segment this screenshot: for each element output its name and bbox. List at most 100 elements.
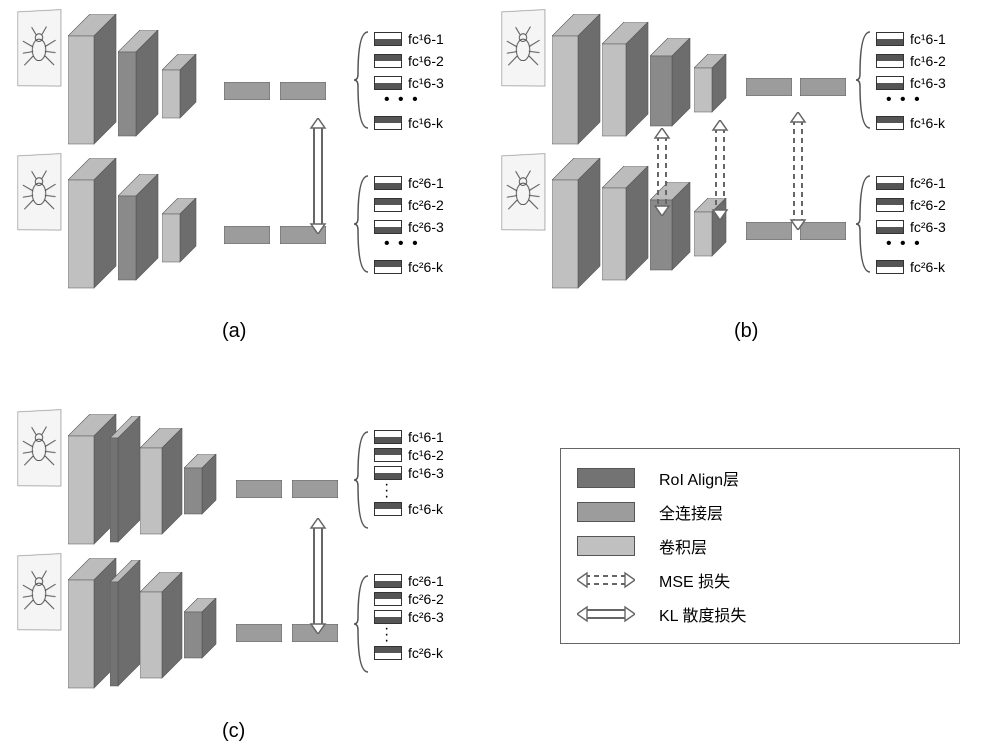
input-image [501,9,546,141]
panel-b: fc¹6-1fc¹6-2fc¹6-3• • •fc¹6-kfc²6-1fc²6-… [498,10,988,340]
fc-swatch [374,430,402,444]
kl-loss-arrow [309,118,327,234]
legend-label: KL 散度损失 [659,602,746,626]
nn-block [118,30,160,138]
legend-swatch [577,536,635,556]
fc-label: fc¹6-k [408,115,443,131]
legend-label: MSE 损失 [659,568,730,592]
legend-item: RoI Align层 [577,461,943,495]
ellipsis: ··· [374,626,444,644]
fc-label: fc²6-k [408,259,443,275]
nn-block [224,82,270,100]
fc-label: fc¹6-2 [408,447,444,463]
fc-label: fc¹6-3 [408,465,444,481]
fc-swatch [374,448,402,462]
nn-block [552,14,602,146]
nn-block [552,158,602,290]
nn-block [650,38,692,128]
fc-swatch [374,116,402,130]
ellipsis: • • • [876,238,946,256]
fc-output-item: fc²6-k [374,256,444,278]
nn-block [694,54,728,114]
nn-block [68,158,118,290]
fc-label: fc²6-2 [408,591,444,607]
fc-output-list: fc²6-1fc²6-2fc²6-3···fc²6-k [374,572,444,662]
bracket [354,430,370,530]
fc-label: fc¹6-1 [408,429,444,445]
nn-block [800,78,846,96]
input-image [501,153,546,285]
bracket [354,30,370,130]
fc-output-item: fc²6-2 [374,194,444,216]
fc-swatch [374,646,402,660]
fc-label: fc²6-3 [910,219,946,235]
fc-output-list: fc¹6-1 fc¹6-2 fc¹6-3···fc¹6-k [374,428,444,518]
nn-block [68,14,118,146]
ellipsis: • • • [876,94,946,112]
fc-label: fc¹6-3 [910,75,946,91]
fc-swatch [876,76,904,90]
fc-label: fc²6-3 [408,219,444,235]
fc-label: fc²6-2 [910,197,946,213]
nn-block [140,428,184,536]
nn-block [236,624,282,642]
legend-kl-arrow [577,603,635,625]
fc-label: fc²6-k [910,259,945,275]
ellipsis: ··· [374,482,444,500]
nn-block [280,82,326,100]
bracket [856,174,872,274]
fc-output-item: fc¹6-2 [374,50,444,72]
fc-output-item: fc²6-1 [876,172,946,194]
fc-swatch [374,220,402,234]
fc-output-list: fc²6-1fc²6-2fc²6-3• • •fc²6-k [374,172,444,278]
fc-output-item: fc¹6-2 [374,446,444,464]
fc-swatch [374,76,402,90]
legend-label: RoI Align层 [659,466,739,490]
nn-block [292,480,338,498]
fc-label: fc²6-1 [910,175,946,191]
nn-block [746,222,792,240]
legend-item: MSE 损失 [577,563,943,597]
nn-block [236,480,282,498]
fc-output-item: fc²6-1 [374,572,444,590]
fc-output-item: fc¹6-k [374,112,444,134]
fc-swatch [374,260,402,274]
nn-block [110,560,142,688]
bracket [354,574,370,674]
fc-label: fc²6-1 [408,573,444,589]
fc-label: fc²6-k [408,645,443,661]
sublabel-c: (c) [222,720,245,743]
fc-output-item: fc¹6-k [374,500,444,518]
nn-block [162,198,198,264]
fc-output-list: fc²6-1 fc²6-2 fc²6-3 • • • fc²6-k [876,172,946,278]
legend-label: 卷积层 [659,534,707,558]
legend-item: KL 散度损失 [577,597,943,631]
panel-a: fc¹6-1fc¹6-2fc¹6-3• • •fc¹6-kfc²6-1fc²6-… [14,10,486,340]
legend-swatch [577,468,635,488]
fc-swatch [374,592,402,606]
fc-output-item: fc¹6-1 [374,428,444,446]
nn-block [184,454,218,516]
nn-block [162,54,198,120]
fc-swatch [876,260,904,274]
fc-swatch [876,54,904,68]
fc-swatch [876,220,904,234]
fc-swatch [374,502,402,516]
legend-label: 全连接层 [659,500,723,524]
bracket [354,174,370,274]
ellipsis: • • • [374,94,444,112]
fc-label: fc¹6-k [408,501,443,517]
fc-label: fc¹6-1 [910,31,946,47]
mse-loss-arrow [789,112,807,230]
nn-block [224,226,270,244]
fc-swatch [374,176,402,190]
nn-block [110,416,142,544]
fc-swatch [876,198,904,212]
nn-block [184,598,218,660]
bracket [856,30,872,130]
fc-label: fc²6-1 [408,175,444,191]
legend-item: 全连接层 [577,495,943,529]
nn-block [118,174,160,282]
fc-output-item: fc¹6-1 [876,28,946,50]
fc-swatch [374,54,402,68]
